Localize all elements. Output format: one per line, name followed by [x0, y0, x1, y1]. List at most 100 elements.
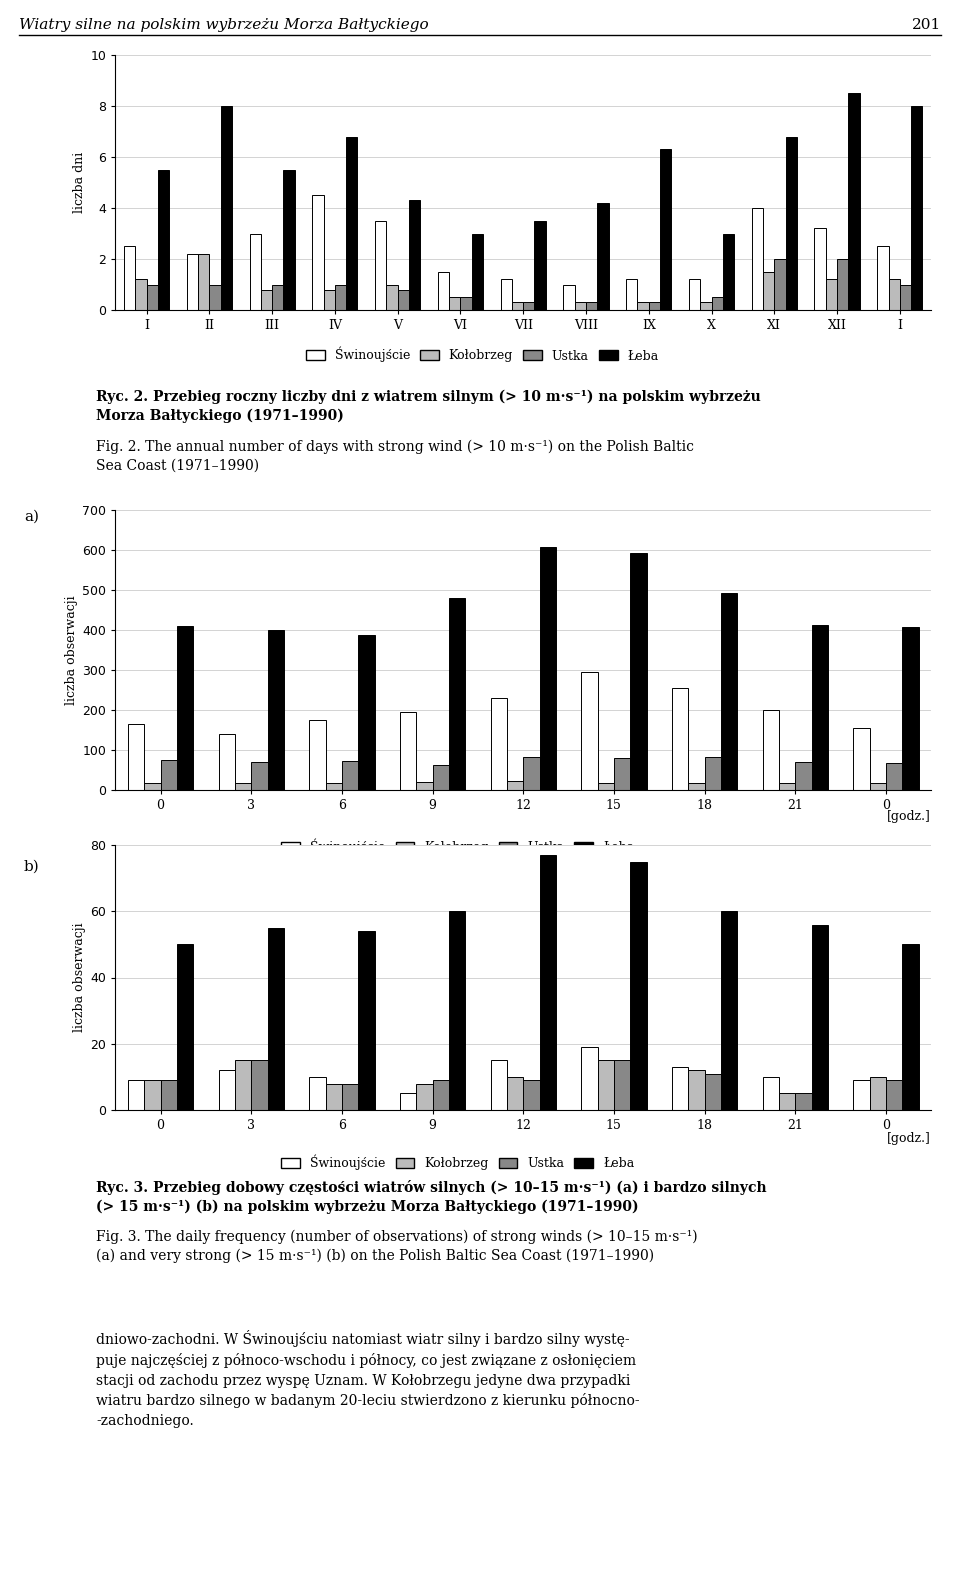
Bar — [268, 929, 284, 1110]
Bar — [417, 1083, 433, 1110]
Bar — [449, 911, 466, 1110]
Bar — [660, 149, 671, 310]
Bar — [471, 234, 483, 310]
Bar — [128, 723, 144, 790]
Bar — [902, 944, 919, 1110]
Text: Ryc. 3. Przebieg dobowy częstości wiatrów silnych (> 10–15 m·s⁻¹) (a) i bardzo s: Ryc. 3. Przebieg dobowy częstości wiatró… — [96, 1180, 767, 1213]
Bar — [160, 760, 177, 790]
Bar — [630, 553, 646, 790]
Bar — [409, 200, 420, 310]
Bar — [219, 1070, 235, 1110]
Bar — [433, 1080, 449, 1110]
Bar — [342, 762, 358, 790]
Bar — [358, 932, 374, 1110]
Bar — [252, 1061, 268, 1110]
Bar — [449, 297, 461, 310]
Text: dniowo-zachodni. W Świnoujściu natomiast wiatr silny i bardzo silny wystę-
puje : dniowo-zachodni. W Świnoujściu natomiast… — [96, 1329, 639, 1428]
Bar — [449, 598, 466, 790]
Bar — [752, 208, 763, 310]
Bar — [507, 1076, 523, 1110]
Bar — [325, 784, 342, 790]
Bar — [325, 1083, 342, 1110]
Bar — [400, 712, 417, 790]
Bar — [688, 784, 705, 790]
Bar — [309, 720, 325, 790]
Bar — [324, 289, 335, 310]
Bar — [779, 1094, 795, 1110]
Bar — [775, 259, 785, 310]
Bar — [705, 1073, 721, 1110]
Bar — [144, 1080, 160, 1110]
Bar — [626, 280, 637, 310]
Bar — [911, 107, 923, 310]
Bar — [540, 855, 556, 1110]
Bar — [705, 757, 721, 790]
Bar — [575, 302, 586, 310]
Text: Wiatry silne na polskim wybrzeżu Morza Bałtyckiego: Wiatry silne na polskim wybrzeżu Morza B… — [19, 17, 429, 32]
Bar — [187, 254, 198, 310]
Bar — [811, 924, 828, 1110]
Bar — [597, 204, 609, 310]
Bar — [221, 107, 232, 310]
Bar — [250, 234, 261, 310]
Bar — [500, 280, 512, 310]
Bar — [491, 698, 507, 790]
Bar — [900, 285, 911, 310]
Bar — [721, 593, 737, 790]
Bar — [438, 272, 449, 310]
Bar — [564, 285, 575, 310]
Bar — [853, 728, 870, 790]
Bar — [523, 302, 535, 310]
Bar — [144, 784, 160, 790]
Bar — [157, 170, 169, 310]
Bar — [779, 784, 795, 790]
Bar — [637, 302, 649, 310]
Bar — [795, 762, 811, 790]
Bar — [128, 1080, 144, 1110]
Bar — [762, 711, 779, 790]
Text: 201: 201 — [912, 17, 941, 32]
Bar — [886, 763, 902, 790]
Bar — [386, 285, 397, 310]
Legend: Świnoujście, Kołobrzeg, Ustka, Łeba: Świnoujście, Kołobrzeg, Ustka, Łeba — [300, 342, 664, 367]
Bar — [523, 1080, 540, 1110]
Bar — [177, 626, 193, 790]
Bar — [312, 196, 324, 310]
Bar — [853, 1080, 870, 1110]
Bar — [581, 673, 597, 790]
Bar — [461, 297, 471, 310]
Bar — [417, 782, 433, 790]
Y-axis label: liczba obserwacji: liczba obserwacji — [65, 595, 78, 704]
Bar — [124, 246, 135, 310]
Bar — [397, 289, 409, 310]
Bar — [763, 272, 775, 310]
Bar — [491, 1061, 507, 1110]
Bar — [177, 944, 193, 1110]
Bar — [877, 246, 889, 310]
Y-axis label: liczba obserwacji: liczba obserwacji — [73, 922, 86, 1032]
Bar — [209, 285, 221, 310]
Bar — [135, 280, 147, 310]
Bar — [358, 634, 374, 790]
Bar — [535, 221, 546, 310]
Y-axis label: liczba dni: liczba dni — [73, 153, 86, 213]
Bar — [147, 285, 157, 310]
Bar — [711, 297, 723, 310]
Bar — [512, 302, 523, 310]
Bar — [849, 94, 859, 310]
Bar — [235, 784, 252, 790]
Bar — [160, 1080, 177, 1110]
Legend: Świnoujście, Kołobrzeg, Ustka, Łeba: Świnoujście, Kołobrzeg, Ustka, Łeba — [276, 833, 639, 859]
Bar — [870, 784, 886, 790]
Bar — [688, 1070, 705, 1110]
Bar — [540, 547, 556, 790]
Bar — [198, 254, 209, 310]
Bar — [723, 234, 734, 310]
Bar — [837, 259, 849, 310]
Bar — [235, 1061, 252, 1110]
Bar — [613, 1061, 630, 1110]
Bar — [785, 137, 797, 310]
Bar — [886, 1080, 902, 1110]
Bar — [309, 1076, 325, 1110]
Bar — [586, 302, 597, 310]
